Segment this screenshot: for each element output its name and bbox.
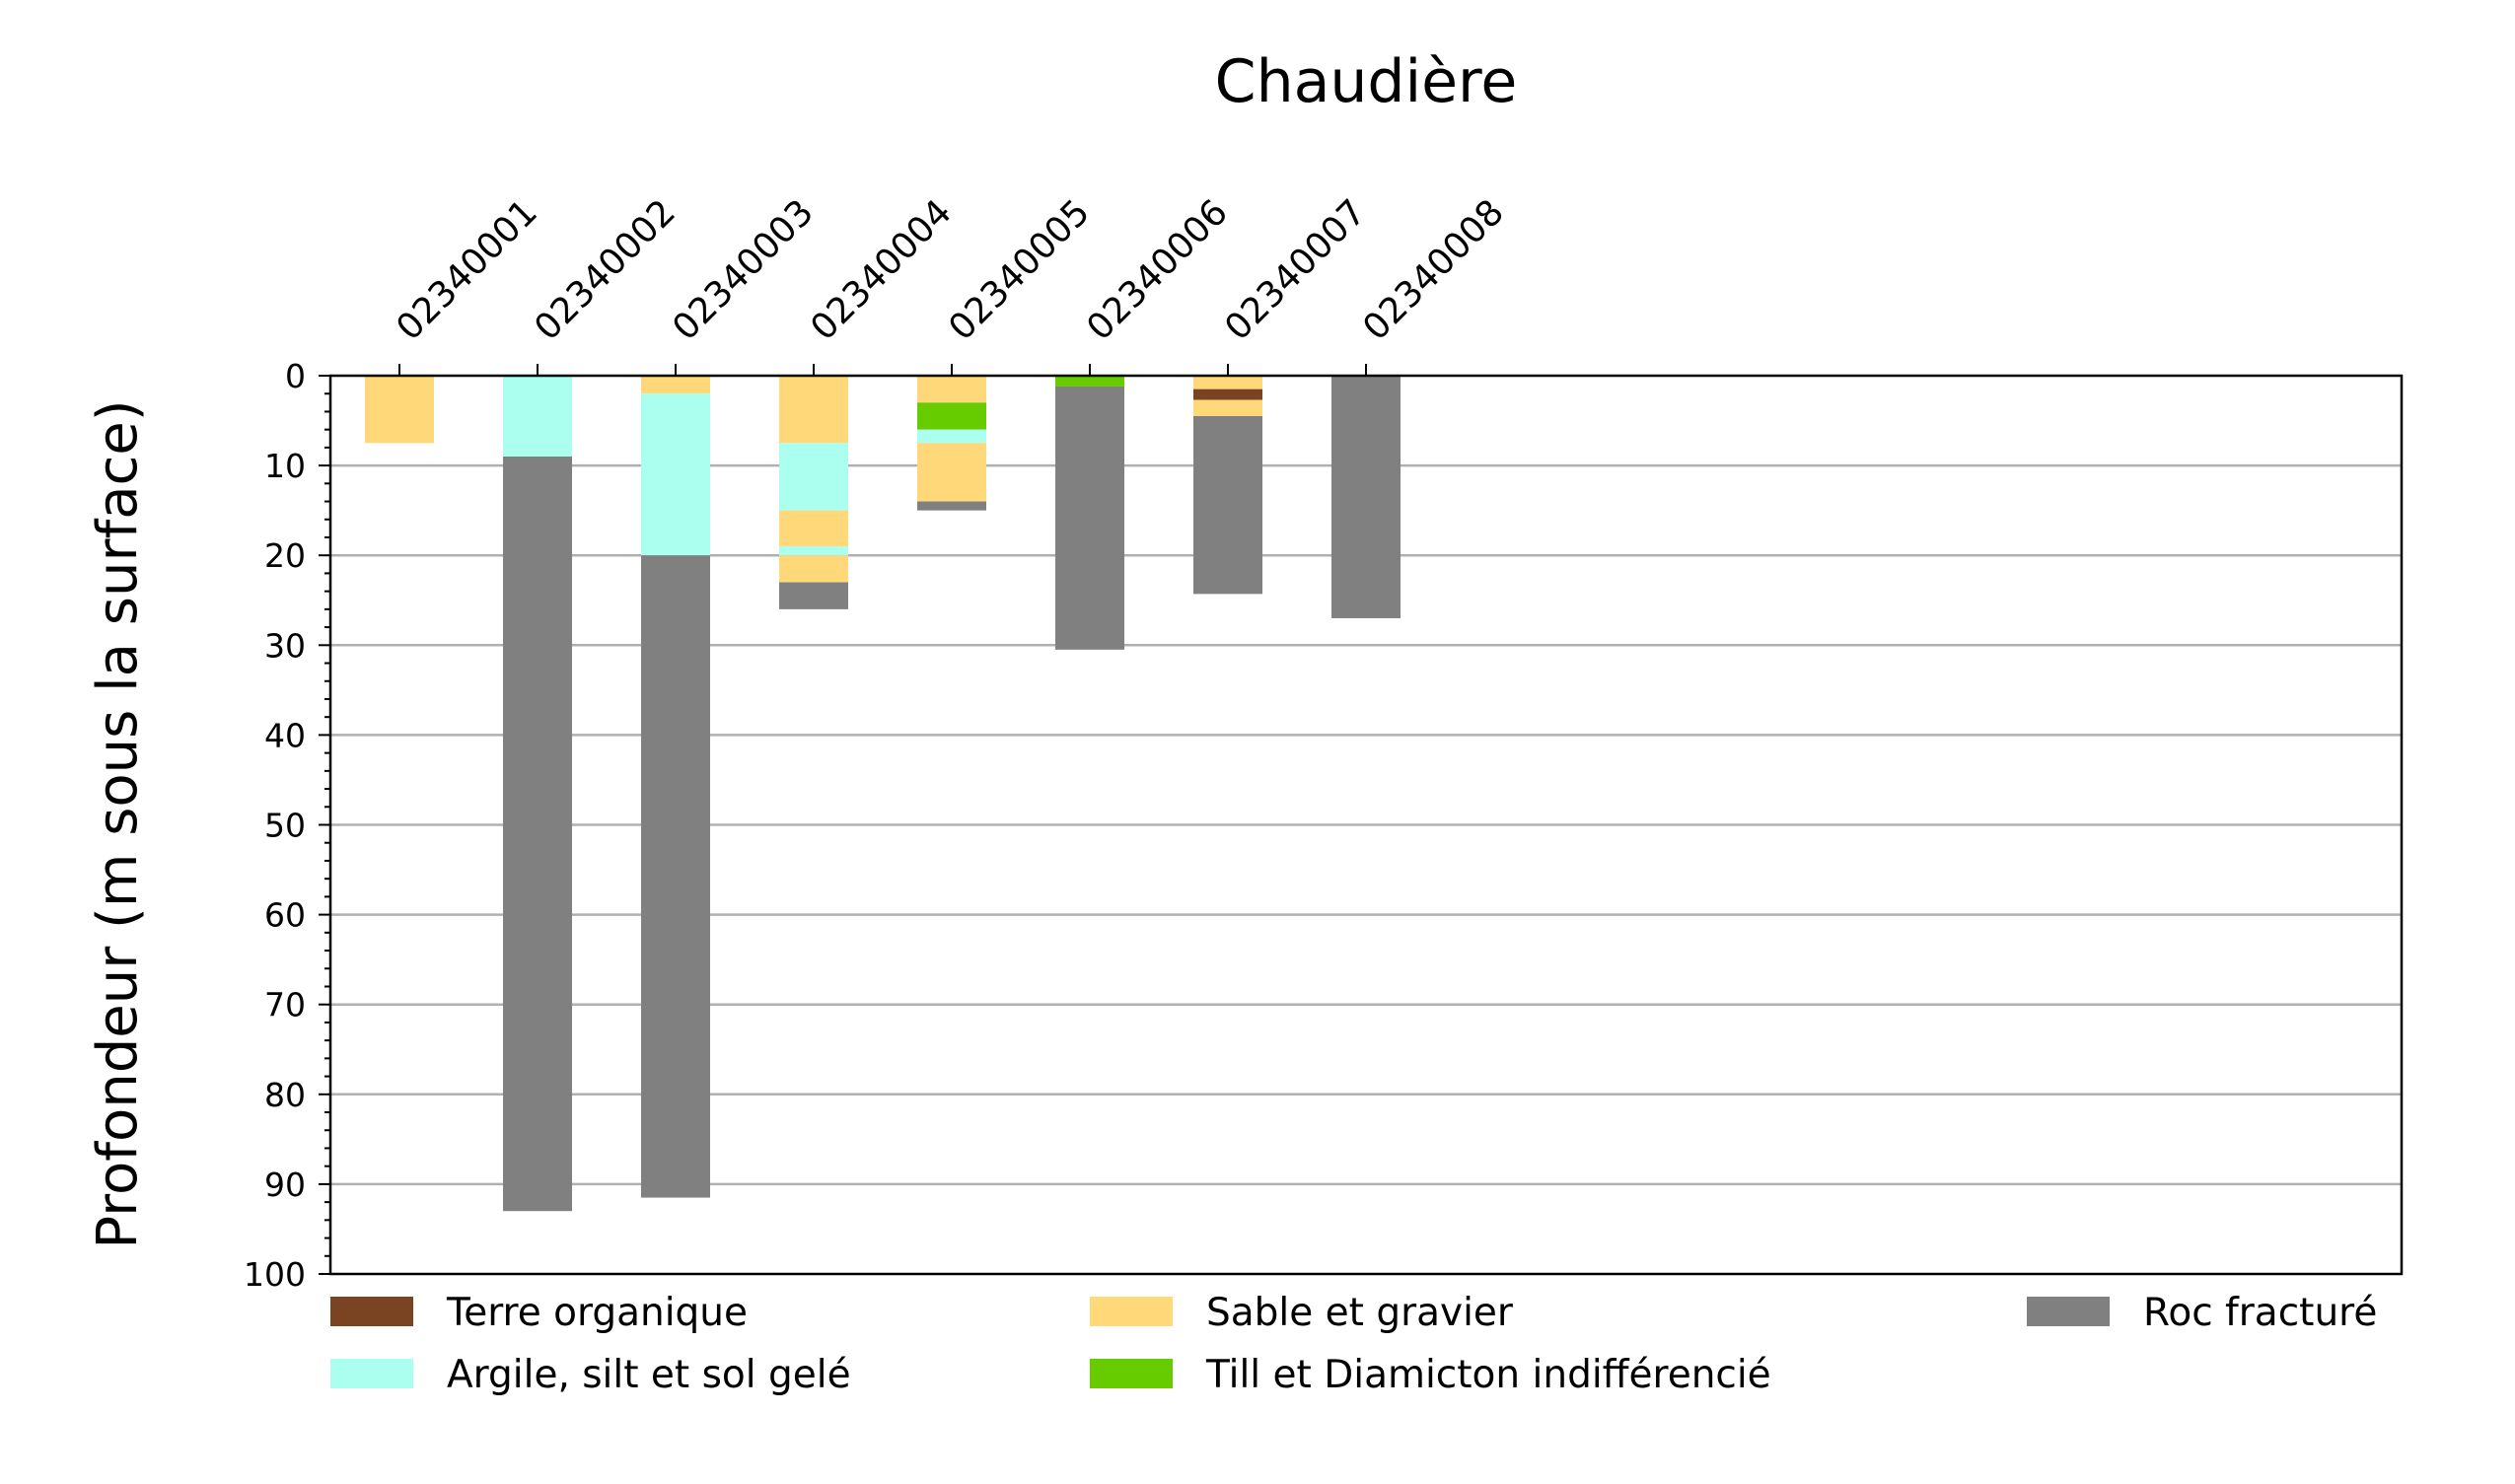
bar-segment-terre bbox=[1193, 389, 1262, 400]
bar-segment-sable bbox=[641, 376, 710, 394]
well-id-label: 02340006 bbox=[1079, 192, 1236, 349]
x-axis-ticks: 0234000102340002023400030234000402340005… bbox=[389, 192, 1512, 376]
bar-segment-sable bbox=[1193, 376, 1262, 389]
bar-segment-sable bbox=[779, 555, 848, 583]
legend-swatch bbox=[330, 1359, 413, 1388]
bar-segment-argile bbox=[779, 443, 848, 511]
well-column bbox=[779, 376, 848, 609]
bar-segment-roc bbox=[503, 456, 572, 1212]
legend-label: Terre organique bbox=[446, 1291, 748, 1335]
y-axis-ticks: 0 10 20 30 40 50 60 70 80 90 100 bbox=[244, 357, 330, 1294]
bar-segment-argile bbox=[779, 546, 848, 556]
legend-item-roc: Roc fracturé bbox=[2027, 1291, 2377, 1335]
legend-label: Argile, silt et sol gelé bbox=[447, 1353, 851, 1397]
legend-label: Roc fracturé bbox=[2143, 1291, 2377, 1335]
bar-segment-sable bbox=[365, 376, 434, 444]
bar-segment-till bbox=[1055, 376, 1124, 387]
y-axis-label: Profondeur (m sous la surface) bbox=[86, 399, 150, 1248]
well-id-label: 02340001 bbox=[389, 192, 545, 349]
bar-segment-roc bbox=[917, 501, 986, 511]
well-column bbox=[503, 376, 572, 1212]
legend-item-terre: Terre organique bbox=[330, 1291, 748, 1335]
well-id-label: 02340002 bbox=[527, 192, 683, 349]
well-id-label: 02340003 bbox=[665, 192, 822, 349]
bar-segment-roc bbox=[1193, 415, 1262, 595]
well-id-label: 02340007 bbox=[1217, 192, 1374, 349]
well-column bbox=[641, 376, 710, 1198]
legend-item-sable: Sable et gravier bbox=[1090, 1291, 1514, 1335]
legend-item-till: Till et Diamicton indifférencié bbox=[1090, 1353, 1771, 1397]
y-tick-label: 30 bbox=[264, 626, 306, 665]
y-tick-label: 0 bbox=[285, 357, 306, 395]
y-tick-label: 80 bbox=[264, 1076, 306, 1114]
bar-segment-roc bbox=[779, 582, 848, 609]
y-tick-label: 50 bbox=[264, 807, 306, 845]
legend-label: Sable et gravier bbox=[1206, 1291, 1514, 1335]
legend-swatch bbox=[1090, 1297, 1173, 1326]
y-tick-label: 100 bbox=[244, 1255, 306, 1294]
y-tick-label: 10 bbox=[264, 447, 306, 485]
well-id-label: 02340004 bbox=[803, 192, 960, 349]
legend-swatch bbox=[2027, 1297, 2110, 1326]
bar-segment-roc bbox=[1331, 376, 1401, 618]
well-id-label: 02340008 bbox=[1355, 192, 1512, 349]
legend-label: Till et Diamicton indifférencié bbox=[1205, 1353, 1771, 1397]
legend-swatch bbox=[330, 1297, 413, 1326]
well-column bbox=[1193, 376, 1262, 595]
legend-item-argile: Argile, silt et sol gelé bbox=[330, 1353, 851, 1397]
bar-segment-roc bbox=[1055, 386, 1124, 650]
y-tick-label: 20 bbox=[264, 536, 306, 575]
well-column bbox=[1331, 376, 1401, 618]
bar-segment-argile bbox=[917, 429, 986, 444]
bar-segment-roc bbox=[641, 555, 710, 1198]
bar-segment-sable bbox=[917, 376, 986, 403]
bar-segment-argile bbox=[641, 393, 710, 556]
bar-segment-sable bbox=[1193, 399, 1262, 416]
bar-segment-sable bbox=[779, 376, 848, 444]
chart-title: Chaudière bbox=[1215, 47, 1518, 116]
well-column bbox=[365, 376, 434, 444]
legend-swatch bbox=[1090, 1359, 1173, 1388]
y-tick-label: 40 bbox=[264, 716, 306, 754]
bar-segment-till bbox=[917, 402, 986, 430]
y-tick-label: 60 bbox=[264, 896, 306, 935]
bar-segment-sable bbox=[917, 443, 986, 502]
y-tick-label: 70 bbox=[264, 986, 306, 1025]
well-column bbox=[1055, 376, 1124, 650]
bar-segment-sable bbox=[779, 510, 848, 547]
well-id-label: 02340005 bbox=[941, 192, 1098, 349]
well-column bbox=[917, 376, 986, 511]
y-tick-label: 90 bbox=[264, 1166, 306, 1204]
well-bars bbox=[365, 376, 1401, 1212]
bar-segment-argile bbox=[503, 376, 572, 457]
legend: Terre organique Argile, silt et sol gelé S… bbox=[330, 1291, 2377, 1397]
